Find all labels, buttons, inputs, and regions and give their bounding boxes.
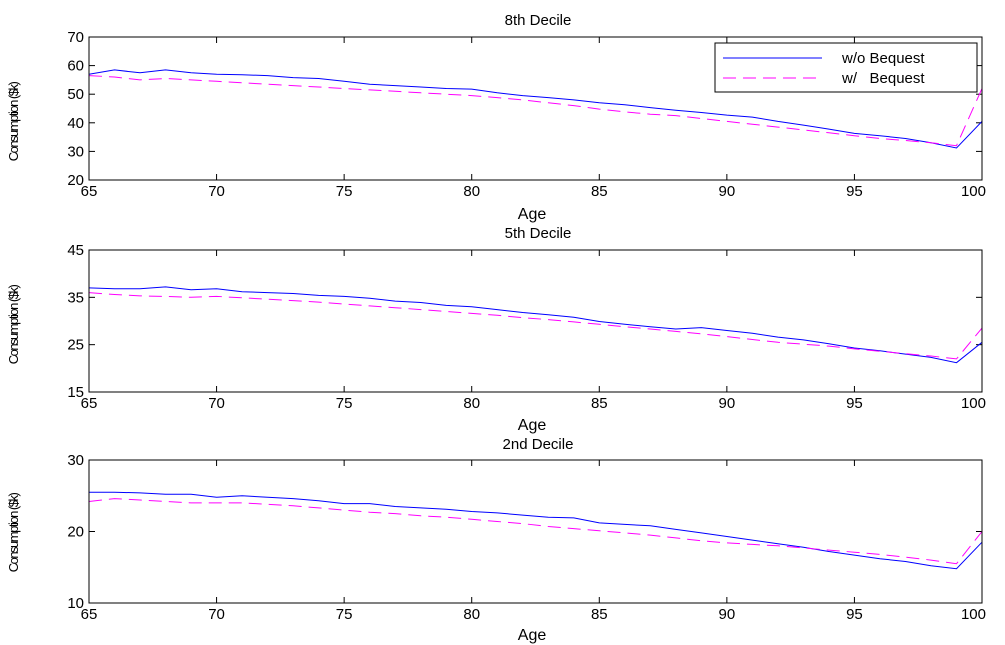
- panel-title: 5th Decile: [505, 225, 572, 242]
- y-tick-label: 45: [67, 242, 84, 259]
- panel-5th-decile: 5th Decile Consumption ($k) Age 65 70 75 80…: [6, 225, 986, 434]
- series-line-w-o-bequest: [89, 491, 983, 570]
- x-tick-label: 70: [208, 183, 225, 200]
- x-tick-label: 75: [336, 606, 353, 623]
- x-tick-label: 100: [961, 606, 986, 623]
- x-tick-label: 70: [208, 395, 225, 412]
- y-axis-label: Consumption ($k): [6, 493, 21, 573]
- x-tick-label: 90: [719, 606, 736, 623]
- y-axis-label: Consumption ($k): [6, 285, 21, 365]
- x-tick-label: 100: [961, 395, 986, 412]
- plot-area: [88, 36, 983, 181]
- y-tick-label: 10: [67, 595, 84, 612]
- series-line-w-bequest: [88, 292, 983, 360]
- x-tick-label: 85: [591, 606, 608, 623]
- x-tick-label: 80: [463, 183, 480, 200]
- x-tick-label: 70: [208, 606, 225, 623]
- panel-title: 2nd Decile: [503, 436, 574, 453]
- x-tick-label: 65: [81, 606, 98, 623]
- x-axis-label: Age: [518, 206, 547, 223]
- y-tick-label: 40: [67, 115, 84, 132]
- legend: w/o Bequest w/ Bequest: [714, 42, 978, 93]
- y-tick-label: 15: [67, 384, 84, 401]
- x-axis-label: Age: [518, 627, 547, 644]
- panel-2nd-decile: 2nd Decile Consumption ($k) Age 65 70 75 80…: [6, 436, 986, 644]
- x-tick-label: 85: [591, 183, 608, 200]
- series-lines: [88, 491, 983, 570]
- y-tick-label: 20: [67, 172, 84, 189]
- plot-area: [88, 249, 983, 393]
- series-lines: [88, 69, 983, 149]
- series-lines: [88, 286, 983, 364]
- x-tick-label: 95: [846, 395, 863, 412]
- x-tick-label: 90: [719, 183, 736, 200]
- x-tick-label: 65: [81, 395, 98, 412]
- y-tick-label: 30: [67, 452, 84, 469]
- legend-label-w-o-bequest: w/o Bequest: [841, 50, 925, 67]
- y-tick-label: 20: [67, 524, 84, 541]
- y-tick-label: 30: [67, 143, 84, 160]
- y-tick-label: 70: [67, 29, 84, 46]
- x-tick-label: 65: [81, 183, 98, 200]
- x-tick-label: 95: [846, 606, 863, 623]
- y-axis-label: Consumption ($k): [6, 82, 21, 162]
- x-axis-label: Age: [518, 417, 547, 434]
- legend-box: [714, 42, 978, 93]
- panel-title: 8th Decile: [505, 12, 572, 29]
- grid-ticks: 65 70 75 80 85 90 95 100 20 30 40 50 60 70: [67, 29, 986, 200]
- x-tick-label: 90: [719, 395, 736, 412]
- x-tick-label: 95: [846, 183, 863, 200]
- x-tick-label: 80: [463, 606, 480, 623]
- legend-label-w-bequest: w/ Bequest: [841, 70, 925, 87]
- x-tick-label: 75: [336, 395, 353, 412]
- grid-ticks: 65 70 75 80 85 90 95 100 15 25 35 45: [67, 242, 986, 412]
- x-tick-label: 85: [591, 395, 608, 412]
- y-tick-label: 60: [67, 58, 84, 75]
- y-tick-label: 25: [67, 337, 84, 354]
- series-line-w-o-bequest: [88, 286, 983, 364]
- x-tick-label: 80: [463, 395, 480, 412]
- y-tick-label: 35: [67, 289, 84, 306]
- x-tick-label: 100: [961, 183, 986, 200]
- series-line-w-bequest: [88, 75, 983, 147]
- x-tick-label: 75: [336, 183, 353, 200]
- y-tick-label: 50: [67, 86, 84, 103]
- series-line-w-bequest: [88, 498, 983, 565]
- panel-8th-decile: 8th Decile Consumption ($k) Age 65 70 75 80…: [6, 12, 986, 223]
- plot-area: [88, 459, 983, 604]
- grid-ticks: 65 70 75 80 85 90 95 100 10 20 30: [67, 452, 986, 623]
- series-line-w-o-bequest: [88, 69, 983, 149]
